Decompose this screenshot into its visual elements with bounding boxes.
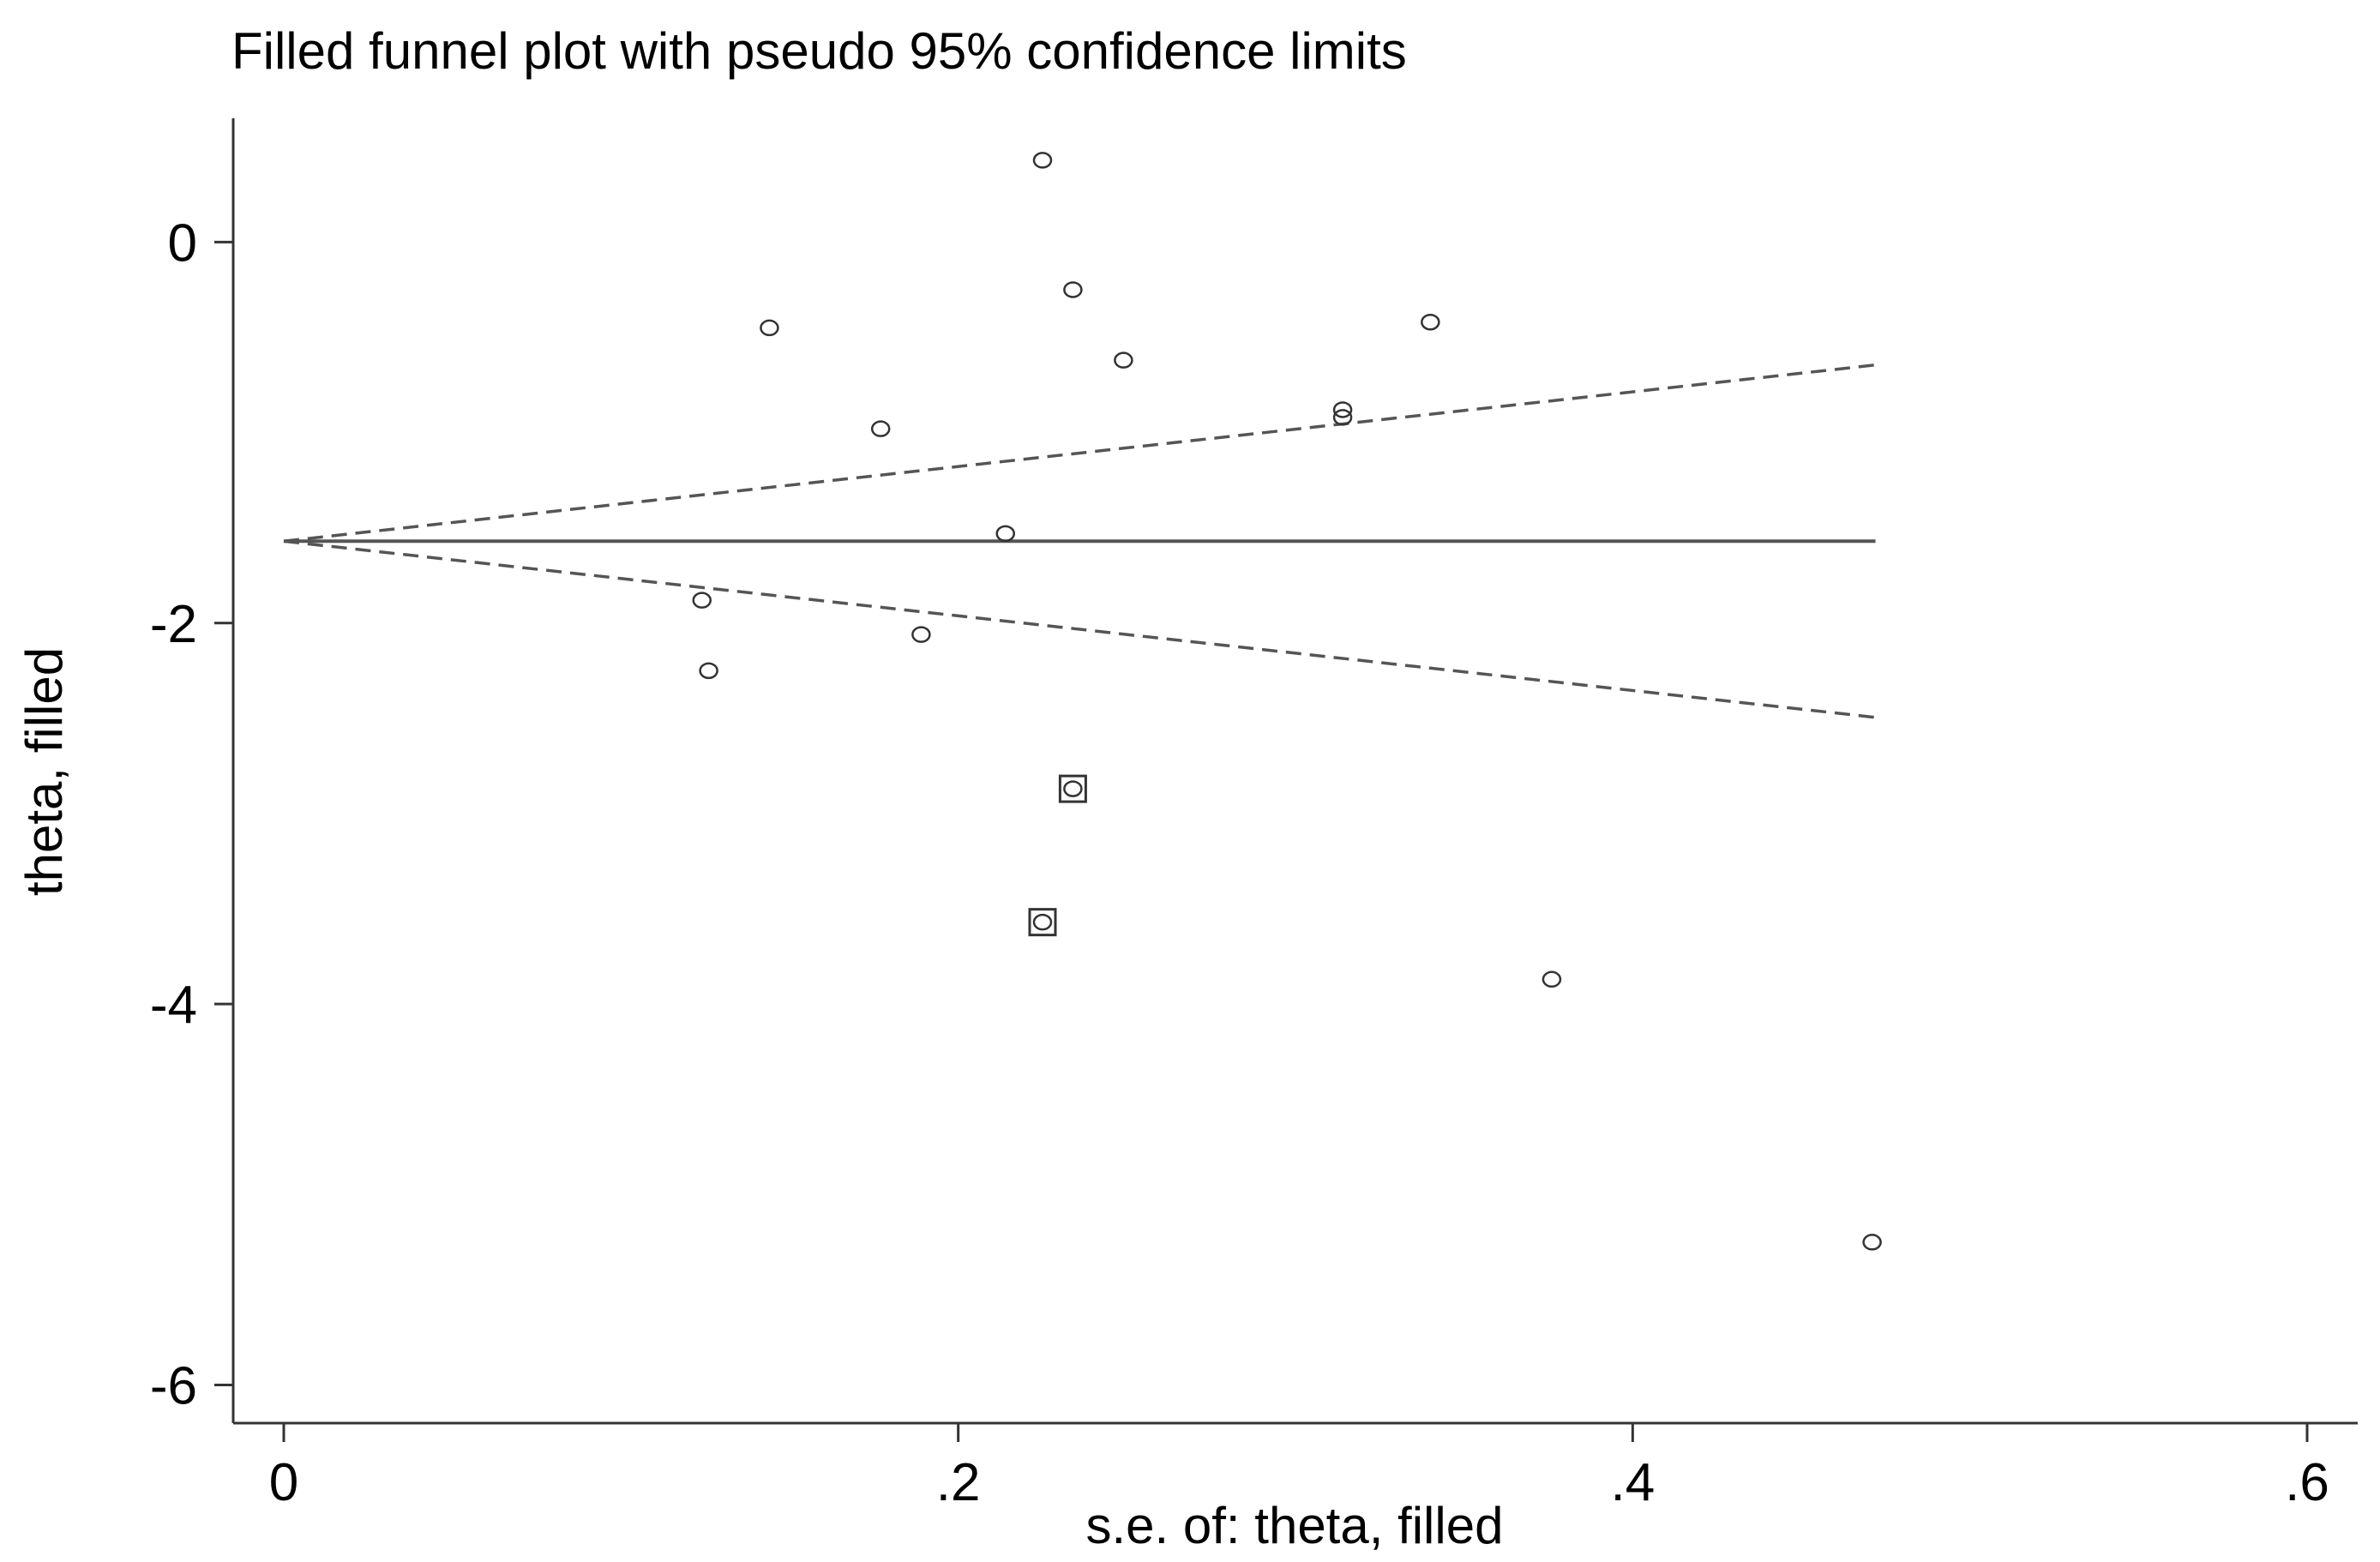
observed-study-marker [1063, 281, 1083, 298]
observed-study-marker [1032, 152, 1053, 169]
observed-study-marker [995, 525, 1015, 543]
filled-study-marker [1058, 774, 1087, 803]
y-tick-label: 0 [168, 213, 197, 273]
upper-confidence-limit-line [283, 363, 1876, 544]
lower-confidence-limit-line [283, 539, 1876, 719]
y-tick-label: -6 [150, 1357, 197, 1416]
y-tick-label: -4 [150, 976, 197, 1035]
y-axis-ticks: 0 -2 -4 -6 [150, 213, 233, 1416]
x-tick-label: .2 [936, 1453, 981, 1512]
observed-study-marker [1421, 313, 1440, 331]
observed-study-marker [692, 592, 712, 609]
x-tick-label: .6 [2285, 1453, 2329, 1512]
observed-study-marker [1032, 913, 1053, 931]
x-axis-ticks: 0 .2 .4 .6 [269, 1423, 2329, 1512]
y-axis-title: theta, filled [15, 647, 73, 896]
observed-study-marker [911, 626, 931, 643]
observed-study-marker [1862, 1234, 1882, 1251]
observed-study-marker [699, 662, 718, 680]
observed-study-marker [1332, 401, 1353, 418]
filled-studies [1028, 774, 1087, 937]
observed-studies [692, 152, 1882, 1251]
observed-study-marker [1063, 780, 1083, 797]
x-axis-title: s.e. of: theta, filled [1086, 1497, 1504, 1554]
observed-study-marker [870, 420, 891, 437]
y-tick-label: -2 [150, 595, 197, 654]
observed-study-marker [1114, 351, 1133, 369]
x-tick-label: .4 [1610, 1453, 1655, 1512]
observed-study-marker [760, 319, 779, 337]
observed-study-marker [1332, 409, 1353, 426]
chart-title: Filled funnel plot with pseudo 95% confi… [231, 22, 1407, 80]
filled-study-marker [1028, 908, 1057, 937]
x-tick-label: 0 [269, 1453, 298, 1512]
observed-study-marker [1542, 970, 1562, 988]
